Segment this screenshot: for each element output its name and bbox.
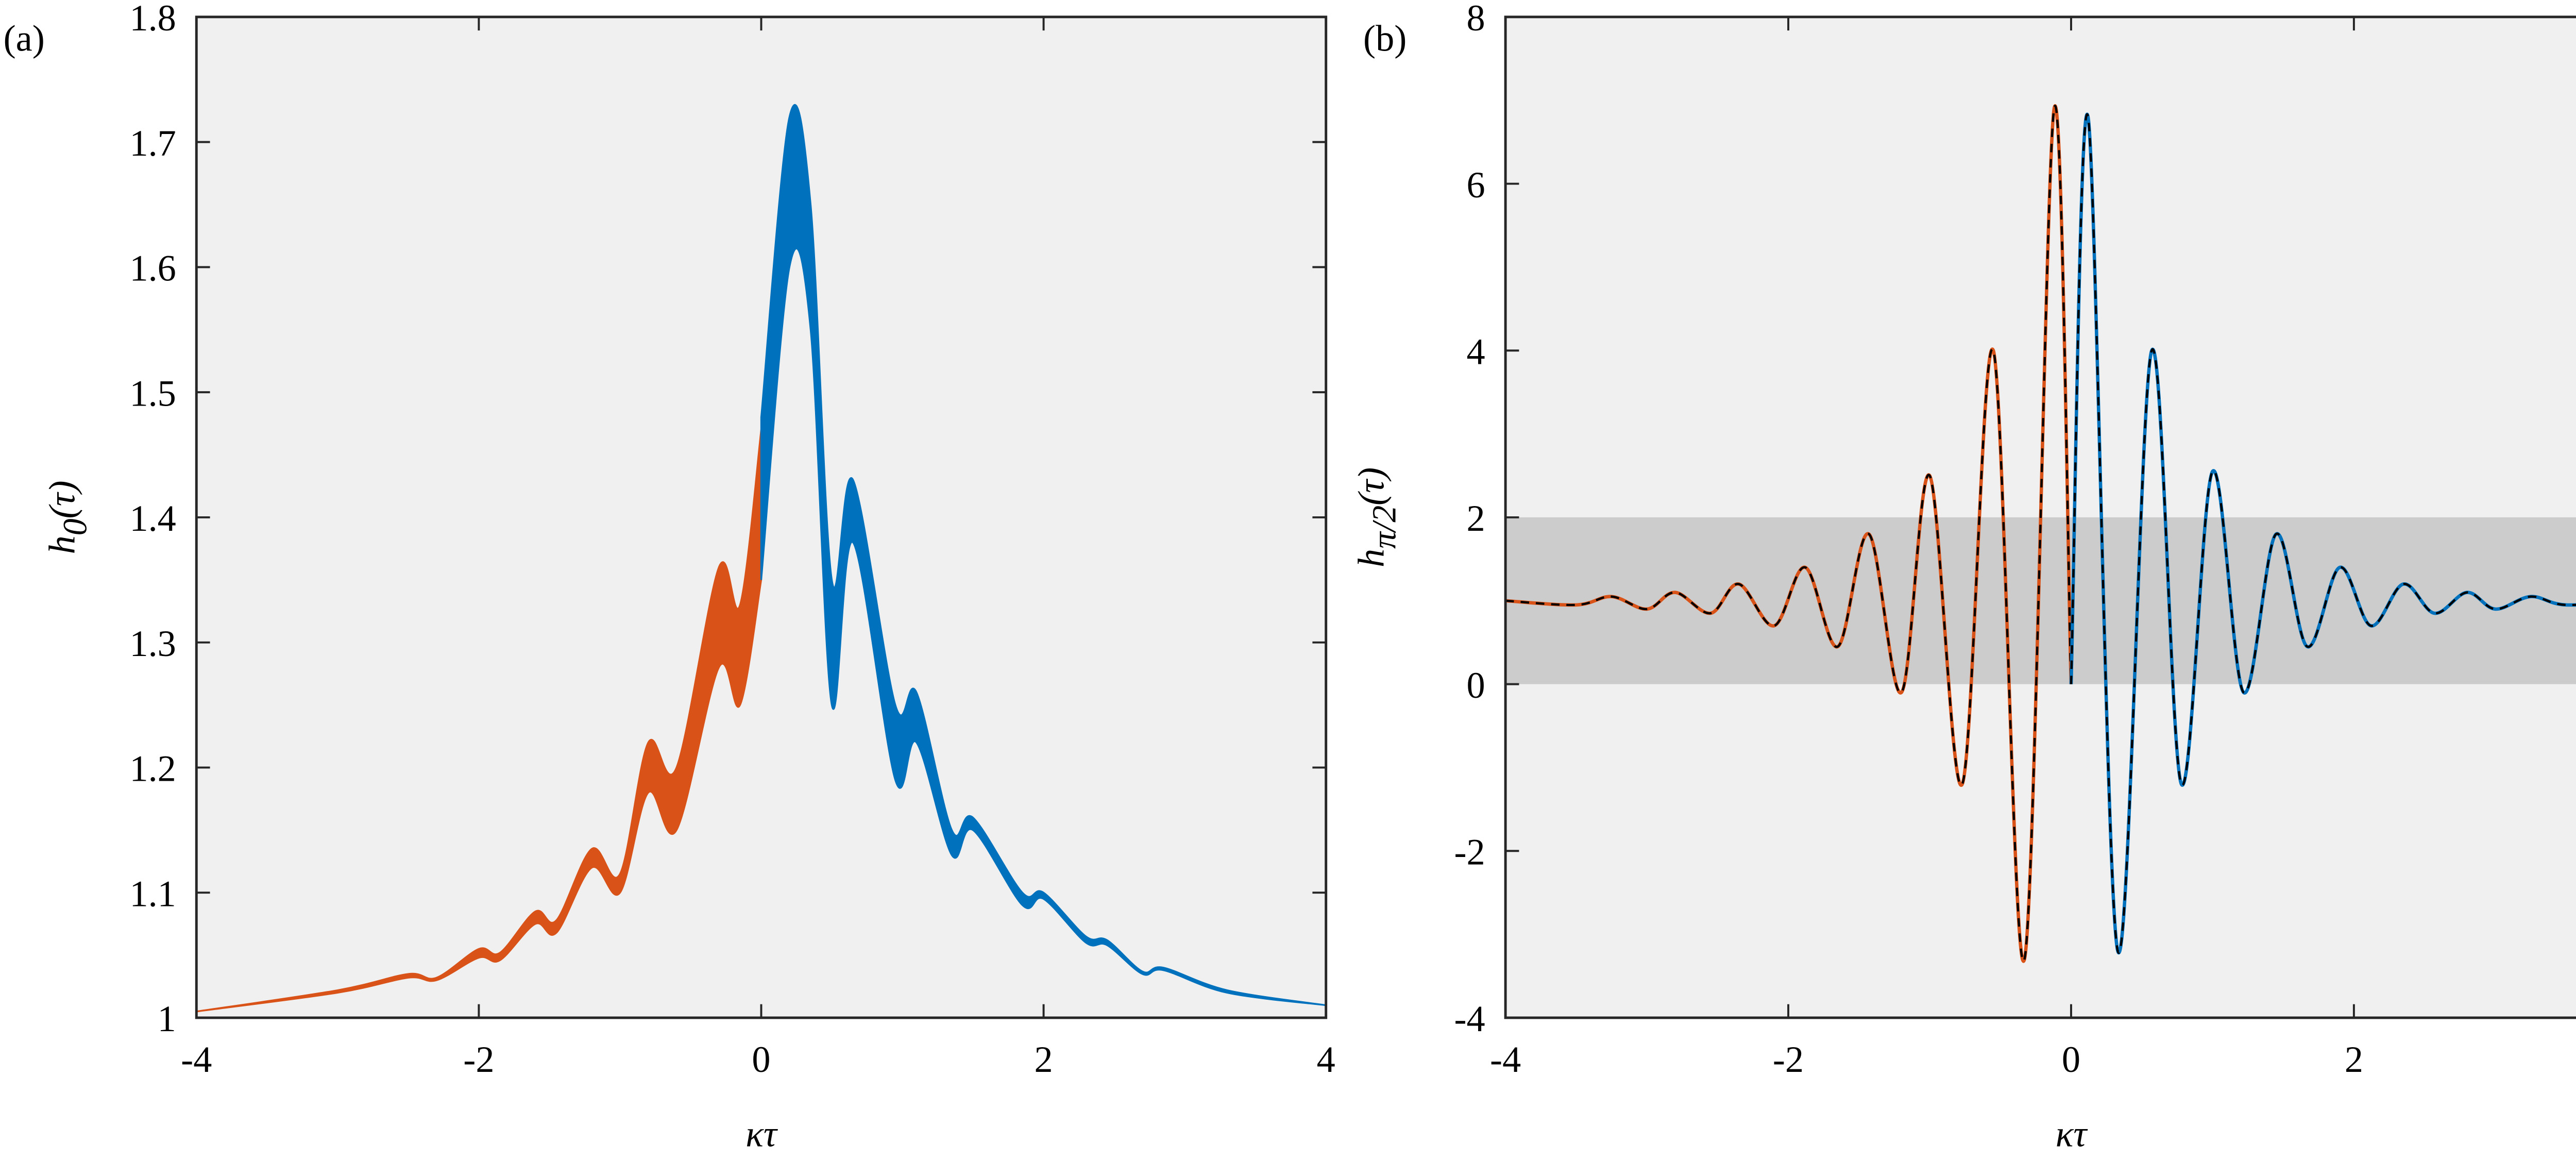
x-tick-label: -2 [1773,1039,1804,1080]
y-tick-label: 1.2 [129,748,176,789]
x-tick-label: 4 [1317,1039,1335,1080]
y-axis-label-rest: (τ) [42,480,83,518]
x-tick-label: 2 [2345,1039,2363,1080]
y-tick-label: 1.5 [129,373,176,414]
dashed-line [1505,105,2073,963]
x-axis-label: κτ [745,1114,778,1155]
y-tick-label: 8 [1467,0,1485,39]
y-tick-label: -2 [1454,832,1485,873]
x-axis-label: κτ [2056,1114,2089,1155]
y-tick-label: 1.1 [129,873,176,914]
y-tick-label: 0 [1467,665,1485,706]
panel-label: (b) [1363,18,1406,59]
x-tick-label: -2 [463,1039,494,1080]
y-axis-label-sub: 0 [57,518,94,535]
envelope-area [196,429,762,1013]
y-tick-label: 4 [1467,331,1485,373]
y-tick-label: 1.3 [129,623,176,664]
x-tick-label: -4 [181,1039,212,1080]
y-tick-label: 1.4 [129,498,176,539]
y-tick-label: 1.6 [129,248,176,289]
y-axis-label-main: h [1350,549,1392,567]
y-axis-label-rest: (τ) [1350,467,1392,506]
y-axis-label: hπ/2(τ) [1350,467,1403,567]
y-tick-label: -4 [1454,998,1485,1039]
line [2069,113,2576,955]
x-tick-label: 0 [2062,1039,2080,1080]
y-axis-label: h0(τ) [42,480,94,554]
x-tick-label: 0 [752,1039,770,1080]
y-axis-label-main: h [42,535,83,554]
y-tick-label: 1.7 [129,123,176,164]
x-tick-label: -4 [1490,1039,1521,1080]
y-tick-label: 1.8 [129,0,176,39]
y-tick-label: 2 [1467,498,1485,539]
panel-label: (a) [4,18,45,59]
y-tick-label: 6 [1467,164,1485,206]
x-tick-label: 2 [1035,1039,1053,1080]
y-axis-label-sub: π/2 [1365,506,1403,549]
y-tick-label: 1 [158,998,176,1039]
